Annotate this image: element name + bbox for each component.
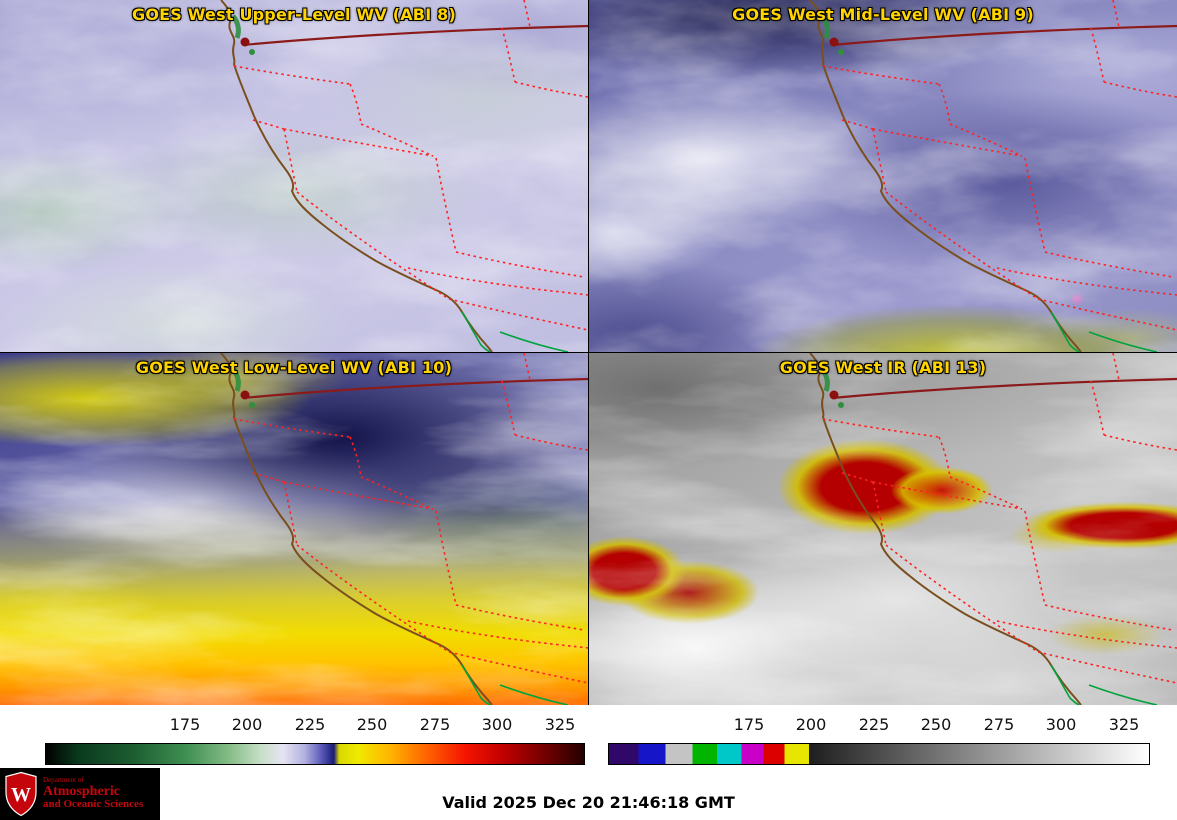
wv-tick-175: 175	[169, 715, 201, 734]
ir-tick-300: 300	[1045, 715, 1077, 734]
colorbar-ir: 175 200 225 250 275 300 325	[589, 705, 1177, 770]
map-overlay	[0, 353, 588, 705]
map-overlay	[589, 0, 1177, 352]
wv-tick-250: 250	[356, 715, 388, 734]
wv-tick-225: 225	[294, 715, 326, 734]
panel-mid-level-wv: GOES West Mid-Level WV (ABI 9)	[589, 0, 1177, 352]
valid-timestamp: Valid 2025 Dec 20 21:46:18 GMT	[442, 793, 735, 812]
ir-tick-275: 275	[983, 715, 1015, 734]
ir-tick-225: 225	[858, 715, 890, 734]
uw-crest-icon: W	[5, 771, 37, 817]
panel-low-level-wv: GOES West Low-Level WV (ABI 10)	[0, 353, 588, 705]
ir-tick-175: 175	[733, 715, 765, 734]
panel-title-upper-level-wv: GOES West Upper-Level WV (ABI 8)	[132, 5, 456, 24]
logo-dept-line: Department of	[43, 776, 84, 785]
svg-text:W: W	[11, 784, 31, 806]
panel-ir: GOES West IR (ABI 13)	[589, 353, 1177, 705]
logo-oceanic-line: and Oceanic Sciences	[43, 798, 144, 811]
colorbar-wv: 175 200 225 250 275 300 325	[0, 705, 588, 770]
panel-upper-level-wv: GOES West Upper-Level WV (ABI 8)	[0, 0, 588, 352]
uw-aos-logo: W Department of Atmospheric and Oceanic …	[0, 768, 160, 820]
logo-text: Department of Atmospheric and Oceanic Sc…	[43, 776, 144, 811]
panel-title-mid-level-wv: GOES West Mid-Level WV (ABI 9)	[732, 5, 1034, 24]
wv-tick-275: 275	[419, 715, 451, 734]
logo-atmospheric-line: Atmospheric	[43, 783, 120, 799]
wv-tick-300: 300	[481, 715, 513, 734]
panel-title-low-level-wv: GOES West Low-Level WV (ABI 10)	[135, 358, 453, 377]
ir-tick-200: 200	[795, 715, 827, 734]
panel-grid: GOES West Upper-Level WV (ABI 8) GOES We…	[0, 0, 1177, 705]
ir-tick-250: 250	[920, 715, 952, 734]
map-overlay	[589, 353, 1177, 705]
colorbar-gradient-wv	[45, 743, 585, 765]
colorbar-gradient-ir	[608, 743, 1150, 765]
wv-tick-200: 200	[231, 715, 263, 734]
wv-tick-325: 325	[544, 715, 576, 734]
panel-title-ir: GOES West IR (ABI 13)	[779, 358, 987, 377]
map-overlay	[0, 0, 588, 352]
ir-tick-325: 325	[1108, 715, 1140, 734]
